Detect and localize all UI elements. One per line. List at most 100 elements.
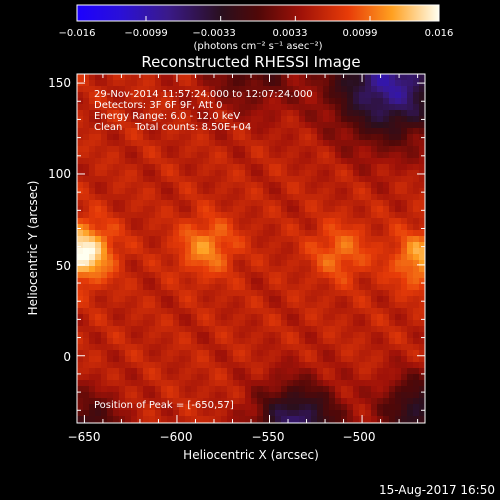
heatmap-cell [347, 404, 354, 411]
heatmap-cell [347, 374, 354, 381]
heatmap-cell [323, 80, 330, 87]
heatmap-cell [269, 314, 276, 321]
heatmap-cell [287, 254, 294, 261]
x-axis-label: Heliocentric X (arcsec) [183, 448, 319, 462]
heatmap-cell [161, 74, 168, 81]
heatmap-cell [197, 104, 204, 111]
heatmap-cell [167, 218, 174, 225]
heatmap-cell [167, 392, 174, 399]
heatmap-cell [233, 350, 240, 357]
heatmap-cell [143, 398, 150, 405]
heatmap-cell [209, 308, 216, 315]
heatmap-cell [287, 410, 294, 417]
heatmap-cell [293, 86, 300, 93]
heatmap-cell [203, 122, 210, 129]
heatmap-cell [377, 86, 384, 93]
heatmap-cell [245, 362, 252, 369]
heatmap-cell [299, 134, 306, 141]
heatmap-cell [263, 158, 270, 165]
heatmap-cell [191, 182, 198, 189]
heatmap-cell [209, 290, 216, 297]
heatmap-cell [383, 134, 390, 141]
heatmap-cell [305, 272, 312, 279]
heatmap-cell [299, 206, 306, 213]
heatmap-cell [353, 260, 360, 267]
heatmap-cell [131, 110, 138, 117]
heatmap-cell [185, 386, 192, 393]
heatmap-cell [179, 278, 186, 285]
heatmap-cell [113, 290, 120, 297]
heatmap-cell [263, 152, 270, 159]
heatmap-cell [179, 416, 186, 423]
heatmap-cell [263, 200, 270, 207]
heatmap-cell [413, 170, 420, 177]
heatmap-cell [293, 92, 300, 99]
heatmap-cell [245, 122, 252, 129]
heatmap-cell [209, 224, 216, 231]
heatmap-cell [293, 356, 300, 363]
heatmap-cell [89, 176, 96, 183]
heatmap-cell [245, 182, 252, 189]
heatmap-cell [413, 398, 420, 405]
heatmap-cell [407, 242, 414, 249]
heatmap-cell [395, 254, 402, 261]
heatmap-cell [185, 254, 192, 261]
heatmap-cell [203, 146, 210, 153]
heatmap-cell [197, 314, 204, 321]
heatmap-cell [293, 416, 300, 423]
heatmap-cell [275, 254, 282, 261]
heatmap-cell [179, 206, 186, 213]
heatmap-cell [275, 128, 282, 135]
heatmap-cell [257, 122, 264, 129]
heatmap-cell [347, 122, 354, 129]
heatmap-cell [305, 86, 312, 93]
heatmap-cell [191, 80, 198, 87]
heatmap-cell [209, 356, 216, 363]
heatmap-cell [293, 188, 300, 195]
heatmap-cell [209, 200, 216, 207]
heatmap-cell [413, 380, 420, 387]
heatmap-cell [389, 176, 396, 183]
heatmap-cell [107, 212, 114, 219]
heatmap-cell [233, 188, 240, 195]
heatmap-cell [179, 266, 186, 273]
heatmap-cell [311, 170, 318, 177]
heatmap-cell [275, 332, 282, 339]
heatmap-cell [131, 152, 138, 159]
heatmap-cell [401, 254, 408, 261]
heatmap-cell [263, 134, 270, 141]
heatmap-cell [281, 362, 288, 369]
heatmap-cell [137, 344, 144, 351]
heatmap-cell [125, 86, 132, 93]
heatmap-cell [353, 140, 360, 147]
heatmap-cell [287, 200, 294, 207]
heatmap-cell [311, 224, 318, 231]
heatmap-cell [299, 338, 306, 345]
heatmap-cell [197, 416, 204, 423]
heatmap-cell [257, 404, 264, 411]
heatmap-cell [137, 326, 144, 333]
heatmap-cell [113, 410, 120, 417]
heatmap-cell [347, 206, 354, 213]
heatmap-cell [317, 386, 324, 393]
heatmap-cell [95, 134, 102, 141]
heatmap-cell [209, 416, 216, 423]
heatmap-cell [401, 194, 408, 201]
heatmap-cell [161, 278, 168, 285]
heatmap-cell [299, 266, 306, 273]
heatmap-cell [95, 182, 102, 189]
heatmap-cell [413, 266, 420, 273]
heatmap-cell [275, 206, 282, 213]
heatmap-cell [371, 398, 378, 405]
heatmap-cell [227, 74, 234, 81]
heatmap-cell [173, 98, 180, 105]
heatmap-cell [191, 416, 198, 423]
heatmap-cell [245, 290, 252, 297]
heatmap-cell [107, 386, 114, 393]
heatmap-cell [335, 170, 342, 177]
heatmap-cell [83, 98, 90, 105]
heatmap-cell [95, 170, 102, 177]
heatmap-cell [347, 74, 354, 81]
heatmap-cell [95, 224, 102, 231]
heatmap-cell [173, 326, 180, 333]
